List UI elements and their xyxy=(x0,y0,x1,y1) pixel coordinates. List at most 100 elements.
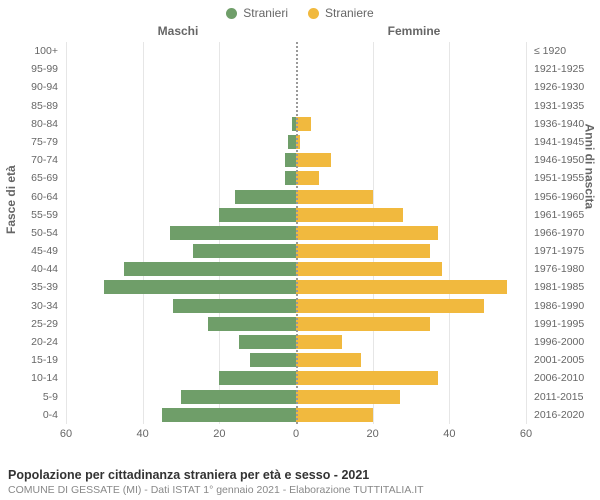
bar-male xyxy=(124,262,297,276)
birth-year-label: 2016-2020 xyxy=(530,406,600,424)
bar-female xyxy=(296,371,438,385)
age-label: 45-49 xyxy=(0,242,62,260)
chart-subtitle: COMUNE DI GESSATE (MI) - Dati ISTAT 1° g… xyxy=(8,484,424,496)
x-axis: 6040200204060 xyxy=(66,428,526,452)
chart-row: 40-44 1976-1980 xyxy=(0,260,600,278)
bar-female xyxy=(296,408,373,422)
birth-year-label: 1921-1925 xyxy=(530,60,600,78)
chart-row: 55-59 1961-1965 xyxy=(0,206,600,224)
birth-year-label: ≤ 1920 xyxy=(530,42,600,60)
age-label: 95-99 xyxy=(0,60,62,78)
chart-row: 35-391981-1985 xyxy=(0,278,600,296)
bar-male xyxy=(288,135,296,149)
bar-male xyxy=(162,408,296,422)
chart-row: 0-4 2016-2020 xyxy=(0,406,600,424)
x-tick: 0 xyxy=(293,428,299,440)
x-tick: 40 xyxy=(137,428,149,440)
age-label: 80-84 xyxy=(0,115,62,133)
birth-year-label: 1986-1990 xyxy=(530,297,600,315)
bar-male xyxy=(193,244,297,258)
header-female: Femmine xyxy=(302,24,526,38)
bar-female xyxy=(296,171,319,185)
legend-item-female: Straniere xyxy=(308,6,374,20)
age-label: 100+ xyxy=(0,42,62,60)
chart-row: 30-34 1986-1990 xyxy=(0,297,600,315)
age-label: 0-4 xyxy=(0,406,62,424)
legend-swatch-female xyxy=(308,8,319,19)
age-label: 60-64 xyxy=(0,188,62,206)
age-label: 5-9 xyxy=(0,388,62,406)
age-label: 55-59 xyxy=(0,206,62,224)
age-label: 10-14 xyxy=(0,369,62,387)
column-headers: Maschi Femmine xyxy=(0,24,600,42)
bar-female xyxy=(296,280,507,294)
age-label: 30-34 xyxy=(0,297,62,315)
chart-row: 90-94 1926-1930 xyxy=(0,78,600,96)
chart-row: 20-241996-2000 xyxy=(0,333,600,351)
birth-year-label: 1956-1960 xyxy=(530,188,600,206)
age-label: 75-79 xyxy=(0,133,62,151)
birth-year-label: 1971-1975 xyxy=(530,242,600,260)
chart-row: 70-741946-1950 xyxy=(0,151,600,169)
birth-year-label: 2011-2015 xyxy=(530,388,600,406)
bar-female xyxy=(296,335,342,349)
age-label: 85-89 xyxy=(0,97,62,115)
bar-female xyxy=(296,262,442,276)
birth-year-label: 1981-1985 xyxy=(530,278,600,296)
chart-row: 60-64 1956-1960 xyxy=(0,188,600,206)
bar-male xyxy=(173,299,296,313)
legend-label-male: Stranieri xyxy=(243,6,288,20)
birth-year-label: 1991-1995 xyxy=(530,315,600,333)
chart-row: 45-49 1971-1975 xyxy=(0,242,600,260)
chart-row: 95-99 1921-1925 xyxy=(0,60,600,78)
age-label: 90-94 xyxy=(0,78,62,96)
x-tick: 60 xyxy=(520,428,532,440)
birth-year-label: 1946-1950 xyxy=(530,151,600,169)
chart-row: 10-142006-2010 xyxy=(0,369,600,387)
bar-female xyxy=(296,299,484,313)
chart-title: Popolazione per cittadinanza straniera p… xyxy=(8,468,424,482)
birth-year-label: 2001-2005 xyxy=(530,351,600,369)
chart-footer: Popolazione per cittadinanza straniera p… xyxy=(8,468,424,496)
birth-year-label: 1926-1930 xyxy=(530,78,600,96)
legend: Stranieri Straniere xyxy=(0,0,600,24)
birth-year-label: 1976-1980 xyxy=(530,260,600,278)
legend-item-male: Stranieri xyxy=(226,6,288,20)
age-label: 20-24 xyxy=(0,333,62,351)
x-tick: 40 xyxy=(443,428,455,440)
legend-label-female: Straniere xyxy=(325,6,374,20)
x-tick: 60 xyxy=(60,428,72,440)
bar-male xyxy=(285,153,297,167)
bar-female xyxy=(296,317,430,331)
age-label: 40-44 xyxy=(0,260,62,278)
bar-male xyxy=(250,353,296,367)
chart-row: 80-84 1936-1940 xyxy=(0,115,600,133)
chart-row: 50-54 1966-1970 xyxy=(0,224,600,242)
chart-row: 75-791941-1945 xyxy=(0,133,600,151)
age-label: 25-29 xyxy=(0,315,62,333)
age-label: 50-54 xyxy=(0,224,62,242)
pyramid-chart: Maschi Femmine Fasce di età Anni di nasc… xyxy=(0,24,600,458)
birth-year-label: 1951-1955 xyxy=(530,169,600,187)
bar-male xyxy=(235,190,296,204)
bar-male xyxy=(170,226,297,240)
birth-year-label: 1961-1965 xyxy=(530,206,600,224)
chart-row: 25-29 1991-1995 xyxy=(0,315,600,333)
legend-swatch-male xyxy=(226,8,237,19)
bar-male xyxy=(104,280,296,294)
header-male: Maschi xyxy=(66,24,290,38)
birth-year-label: 1931-1935 xyxy=(530,97,600,115)
bar-female xyxy=(296,208,403,222)
chart-rows: 100+≤ 192095-991921-192590-941926-193085… xyxy=(0,42,600,424)
bar-female xyxy=(296,226,438,240)
chart-row: 85-89 1931-1935 xyxy=(0,97,600,115)
birth-year-label: 1936-1940 xyxy=(530,115,600,133)
bar-male xyxy=(285,171,297,185)
age-label: 15-19 xyxy=(0,351,62,369)
chart-row: 100+ ≤ 1920 xyxy=(0,42,600,60)
birth-year-label: 1966-1970 xyxy=(530,224,600,242)
bar-female xyxy=(296,153,331,167)
bar-female xyxy=(296,353,361,367)
bar-male xyxy=(219,208,296,222)
bar-male xyxy=(239,335,297,349)
